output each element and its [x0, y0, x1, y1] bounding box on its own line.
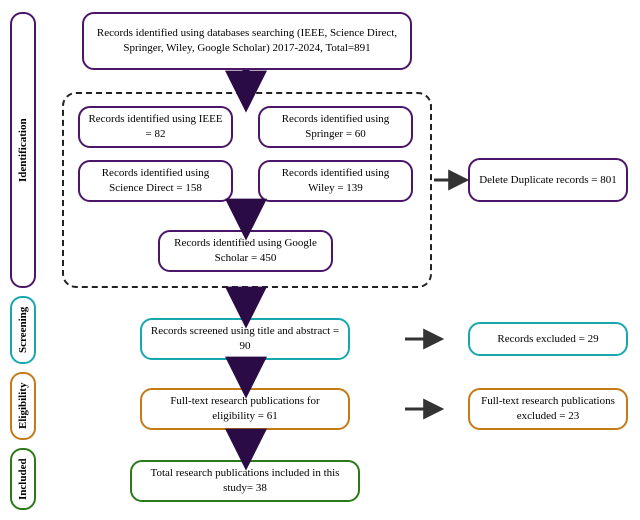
- box-gscholar: Records identified using Google Scholar …: [158, 230, 333, 272]
- box-ieee: Records identified using IEEE = 82: [78, 106, 233, 148]
- stage-identification: Identification: [10, 12, 36, 288]
- box-screened: Records screened using title and abstrac…: [140, 318, 350, 360]
- box-top-records: Records identified using databases searc…: [82, 12, 412, 70]
- stage-screening: Screening: [10, 296, 36, 364]
- box-excluded-full: Full-text research publications excluded…: [468, 388, 628, 430]
- box-excluded-screen: Records excluded = 29: [468, 322, 628, 356]
- box-included: Total research publications included in …: [130, 460, 360, 502]
- stage-eligibility: Eligibility: [10, 372, 36, 440]
- stage-included: Included: [10, 448, 36, 510]
- box-fulltext: Full-text research publications for elig…: [140, 388, 350, 430]
- box-wiley: Records identified using Wiley = 139: [258, 160, 413, 202]
- box-scidirect: Records identified using Science Direct …: [78, 160, 233, 202]
- box-duplicate: Delete Duplicate records = 801: [468, 158, 628, 202]
- box-springer: Records identified using Springer = 60: [258, 106, 413, 148]
